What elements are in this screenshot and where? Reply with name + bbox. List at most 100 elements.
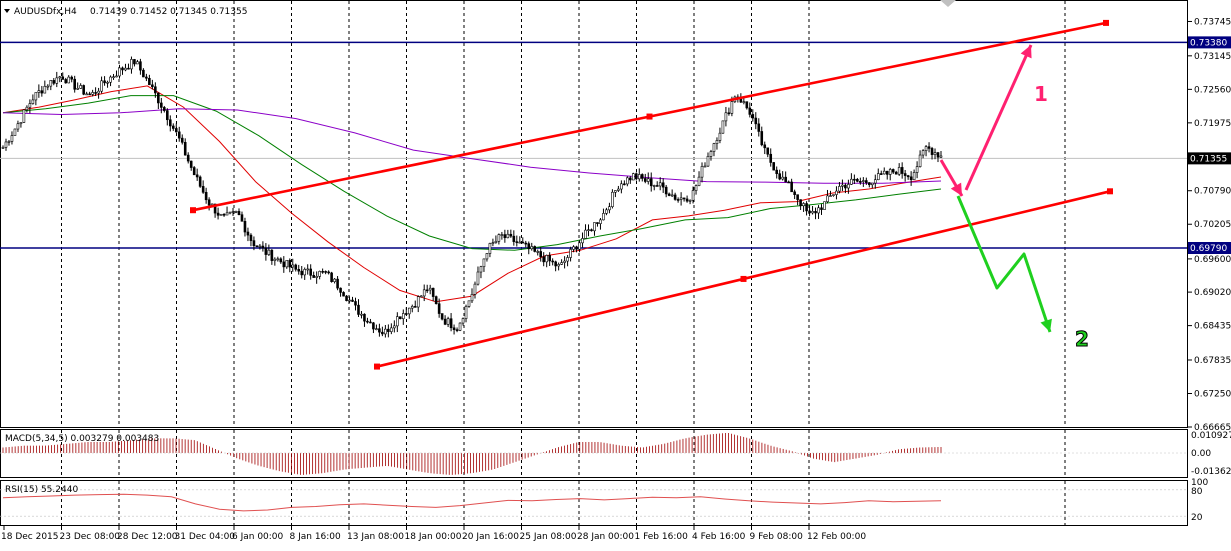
candle-body [461, 318, 465, 324]
candle-body [778, 173, 781, 180]
candle-body [163, 107, 166, 111]
candle-body [19, 122, 23, 125]
candle-body [336, 278, 339, 289]
candle-body [930, 148, 934, 155]
candle-body [342, 292, 345, 297]
candle-body [67, 76, 71, 84]
candle-body [264, 247, 268, 255]
candle-body [772, 162, 776, 171]
candle-body [85, 93, 88, 96]
candle-body [297, 269, 301, 272]
candle-body [97, 90, 100, 94]
candle-body [324, 271, 327, 273]
time-tick-label: 31 Dec 04:00 [175, 532, 236, 542]
candle-body [850, 178, 853, 185]
channel-anchor-point [646, 113, 653, 120]
time-tick-label: 28 Dec 12:00 [117, 532, 178, 542]
candle-body [55, 77, 59, 84]
candle-body [518, 241, 522, 244]
candle-body [133, 59, 136, 65]
candle-body [378, 328, 381, 333]
candle-body [873, 179, 877, 184]
candle-body [180, 137, 184, 143]
candle-body [862, 180, 865, 182]
price-tag-box [1188, 36, 1231, 49]
scenario-1-arrow-up-head [1020, 45, 1032, 59]
candle-body [936, 152, 940, 158]
candle-body [802, 203, 805, 207]
candle-body [569, 249, 572, 258]
candle-body [533, 246, 537, 252]
candle-body [897, 167, 901, 175]
candle-body [339, 287, 342, 293]
candle-body [617, 188, 620, 191]
candle-body [894, 171, 898, 175]
shift-marker-icon[interactable] [940, 0, 956, 7]
candle-body [805, 203, 808, 212]
candle-body [437, 303, 441, 314]
candle-body [835, 190, 838, 195]
candle-body [626, 177, 629, 185]
candle-body [847, 184, 850, 189]
candle-body [479, 266, 483, 273]
candle-body [10, 135, 14, 142]
candle-body [64, 79, 68, 84]
candle-body [868, 182, 871, 186]
candle-body [455, 329, 459, 331]
candle-body [434, 296, 438, 305]
candle-body [658, 182, 662, 187]
candle-body [234, 211, 238, 213]
candle-body [419, 295, 423, 298]
macd-histogram: 0.010927 0.00 -0.013626 [0, 431, 1231, 477]
candle-body [154, 86, 157, 94]
candle-body [793, 191, 796, 195]
candle-body [724, 112, 728, 122]
candle-body [25, 106, 29, 111]
candle-body [488, 243, 492, 254]
candle-body [246, 231, 250, 236]
candle-body [521, 241, 525, 244]
candle-body [787, 181, 790, 184]
price-tick-label: 0.73145 [1194, 52, 1231, 62]
candle-body [330, 272, 333, 283]
candle-body [841, 184, 844, 187]
candle-body [360, 313, 363, 316]
rsi-polyline [2, 493, 942, 512]
channel-anchor-point [740, 275, 747, 282]
price-tick-label: 0.66665 [1194, 423, 1231, 433]
candle-body [407, 307, 411, 315]
candle-body [177, 131, 181, 139]
candle-body [416, 296, 420, 308]
candle-body [148, 77, 151, 86]
candle-body [820, 207, 823, 210]
scenario-1-arrow-up [964, 44, 1033, 191]
candle-body [130, 59, 133, 70]
candle-body [82, 85, 85, 95]
candle-body [581, 238, 584, 244]
candle-body [530, 246, 534, 250]
candle-body [52, 80, 56, 84]
candle-body [629, 177, 632, 181]
time-tick-label: 23 Dec 08:00 [60, 532, 121, 542]
dropdown-arrow-icon[interactable] [4, 9, 10, 13]
symbol-label: AUDUSDfx,H4 [14, 7, 77, 17]
candle-body [697, 176, 701, 186]
candle-body [709, 151, 713, 157]
candle-body [921, 150, 925, 156]
candle-body [927, 146, 931, 149]
candle-body [823, 201, 826, 210]
candle-body [183, 142, 187, 156]
candle-body [566, 257, 569, 262]
candle-body [760, 131, 764, 146]
candle-body [506, 233, 510, 239]
candle-body [273, 258, 277, 261]
scenario-2-arrow-head [1040, 318, 1052, 332]
candle-body [168, 119, 172, 127]
candle-body [375, 328, 378, 330]
candle-body [240, 214, 244, 222]
candle-body [596, 222, 599, 224]
time-tick-label: 13 Jan 08:00 [347, 532, 404, 542]
candle-body [201, 186, 205, 193]
rsi-label: RSI(15) 55.2440 [5, 485, 78, 495]
candle-body [790, 181, 793, 193]
